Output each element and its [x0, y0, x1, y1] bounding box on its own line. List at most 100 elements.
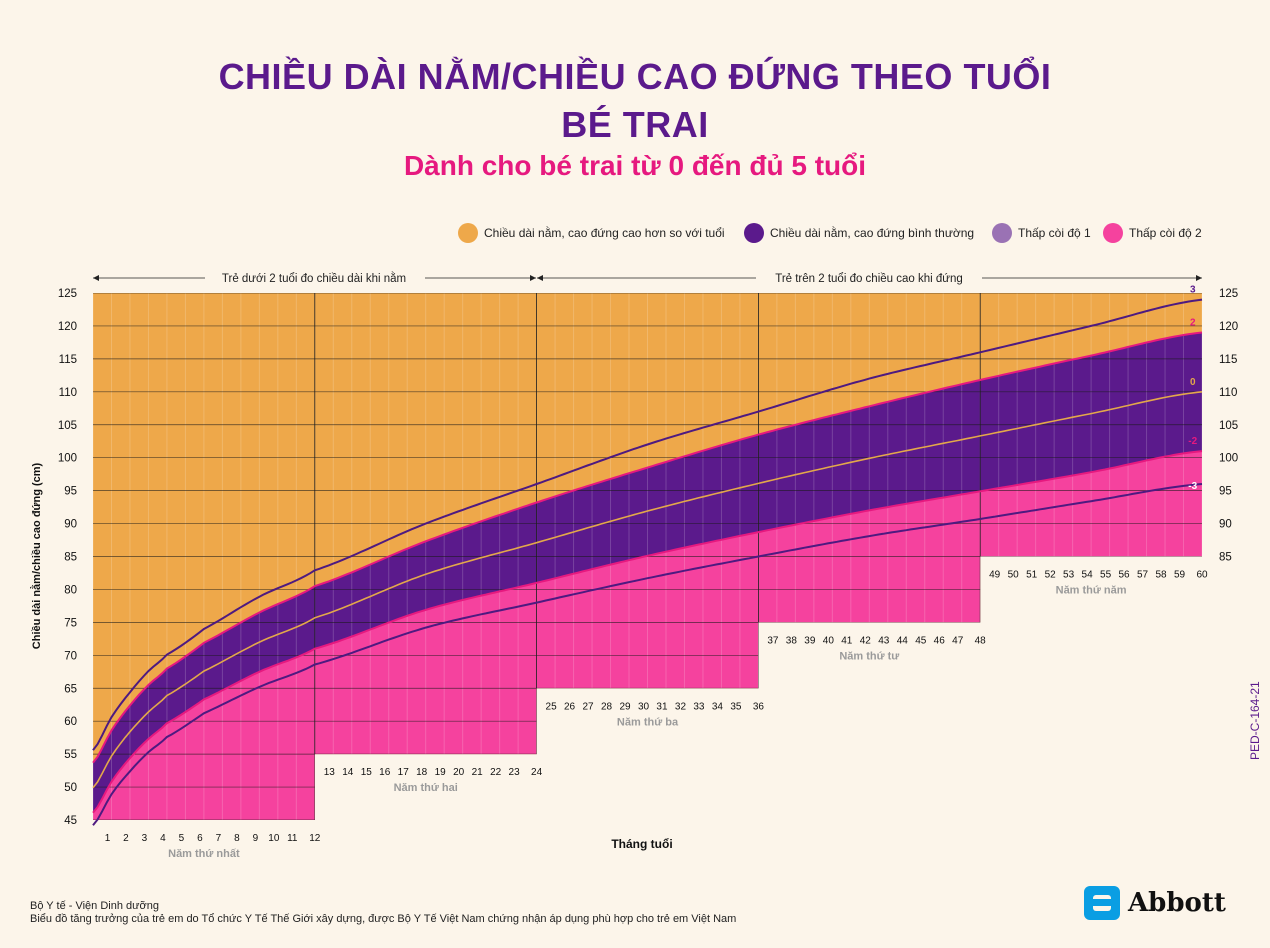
y-tick-right: 115 [1219, 354, 1237, 366]
chart-title: CHIỀU DÀI NẰM/CHIỀU CAO ĐỨNG THEO TUỔI [218, 56, 1052, 97]
abbott-brand-text: Abbott [1128, 888, 1226, 918]
x-tick: 1 [105, 833, 111, 844]
chart-title-line2: BÉ TRAI [561, 104, 709, 145]
series-line-0 [92, 391, 1203, 789]
legend-item-normal: Chiều dài nằm, cao đứng bình thường [744, 222, 974, 244]
range-label-right: Trẻ trên 2 tuổi đo chiều cao khi đứng [775, 273, 963, 285]
x-tick: 21 [472, 767, 484, 778]
range-arrowhead-left-start [93, 275, 99, 281]
x-tick: 14 [342, 767, 354, 778]
year-label: Năm thứ năm [1056, 585, 1127, 597]
y-tick-left: 80 [64, 584, 77, 596]
range-indicators: Trẻ dưới 2 tuổi đo chiều dài khi nằm Trẻ… [93, 270, 1202, 286]
x-tick: 60 [1196, 570, 1208, 581]
legend-item-stunt1: Thấp còi độ 1 [992, 222, 1091, 244]
range-arrowhead-right-end [1196, 275, 1202, 281]
legend-swatch-normal [744, 223, 764, 243]
series-label-0: 0 [1190, 377, 1196, 388]
x-tick: 17 [398, 767, 410, 778]
y-tick-left: 115 [59, 354, 77, 366]
x-tick: 49 [989, 570, 1001, 581]
series-line--2 [92, 450, 1203, 814]
x-tick: 19 [435, 767, 447, 778]
x-tick: 53 [1063, 570, 1075, 581]
x-tick: 48 [975, 635, 987, 646]
y-tick-left: 45 [64, 815, 77, 827]
y-tick-right: 105 [1219, 420, 1238, 432]
y-tick-left: 50 [64, 782, 77, 794]
series-line-2 [92, 331, 1203, 764]
x-tick: 50 [1008, 570, 1020, 581]
legend-swatch-above [458, 223, 478, 243]
range-arrowhead-right-start [537, 275, 543, 281]
x-tick: 56 [1119, 570, 1131, 581]
x-tick: 42 [860, 635, 872, 646]
x-tick: 23 [509, 767, 521, 778]
y-tick-left: 110 [59, 387, 77, 399]
x-tick: 9 [253, 833, 259, 844]
x-tick: 8 [234, 833, 240, 844]
footer-source: Bộ Y tế - Viện Dinh dưỡng [30, 900, 159, 912]
x-tick: 30 [638, 701, 650, 712]
x-tick: 45 [915, 635, 927, 646]
y-tick-right: 90 [1219, 519, 1232, 531]
y-tick-left: 60 [64, 716, 77, 728]
x-tick: 4 [160, 833, 166, 844]
x-tick: 35 [730, 701, 742, 712]
x-tick: 16 [379, 767, 391, 778]
y-tick-right: 120 [1219, 321, 1238, 333]
legend-label-above: Chiều dài nằm, cao đứng cao hơn so với t… [484, 226, 725, 240]
x-tick: 37 [767, 635, 779, 646]
legend-item-stunt2: Thấp còi độ 2 [1103, 222, 1202, 244]
y-tick-right: 110 [1219, 387, 1237, 399]
x-tick: 10 [268, 833, 280, 844]
y-tick-left: 70 [64, 650, 77, 662]
range-label-bg-right [756, 270, 982, 286]
y-tick-right: 125 [1219, 288, 1238, 300]
x-tick: 31 [656, 701, 668, 712]
band-normal [93, 332, 1202, 813]
x-tick: 27 [582, 701, 594, 712]
series-lines: 320-2-3 [92, 285, 1203, 826]
x-tick: 24 [531, 767, 543, 778]
x-tick: 33 [693, 701, 705, 712]
x-tick: 39 [804, 635, 816, 646]
x-tick: 38 [786, 635, 798, 646]
series-label--3: -3 [1188, 481, 1197, 492]
legend-label-stunt2: Thấp còi độ 2 [1129, 226, 1202, 240]
x-tick: 47 [952, 635, 964, 646]
x-tick: 12 [309, 833, 321, 844]
legend-label-stunt1: Thấp còi độ 1 [1018, 226, 1091, 240]
x-tick: 26 [564, 701, 576, 712]
range-label-left: Trẻ dưới 2 tuổi đo chiều dài khi nằm [222, 272, 406, 285]
x-tick: 36 [753, 701, 765, 712]
abbott-logo: Abbott [1084, 884, 1234, 924]
range-arrowhead-left-end [530, 275, 536, 281]
series-label-2: 2 [1190, 318, 1196, 329]
x-tick: 28 [601, 701, 613, 712]
year-label: Năm thứ hai [394, 782, 458, 794]
x-tick: 18 [416, 767, 428, 778]
document-code: PED-C-164-21 [1248, 681, 1262, 760]
x-tick: 43 [878, 635, 890, 646]
x-tick: 51 [1026, 570, 1038, 581]
y-tick-left: 95 [64, 486, 77, 498]
x-tick: 22 [490, 767, 502, 778]
x-tick: 34 [712, 701, 724, 712]
y-tick-left: 75 [64, 617, 77, 629]
x-tick: 41 [841, 635, 853, 646]
x-tick: 2 [123, 833, 129, 844]
x-tick: 54 [1082, 570, 1094, 581]
series-line-3 [92, 298, 1203, 751]
x-tick: 57 [1137, 570, 1149, 581]
y-tick-right: 100 [1219, 453, 1238, 465]
x-tick: 46 [934, 635, 946, 646]
y-tick-right: 85 [1219, 552, 1232, 564]
y-tick-left: 100 [58, 453, 77, 465]
series-line--3 [92, 483, 1203, 826]
series-label--2: -2 [1188, 436, 1197, 447]
legend-swatch-stunt2 [1103, 223, 1123, 243]
x-tick: 20 [453, 767, 465, 778]
x-tick: 52 [1045, 570, 1057, 581]
